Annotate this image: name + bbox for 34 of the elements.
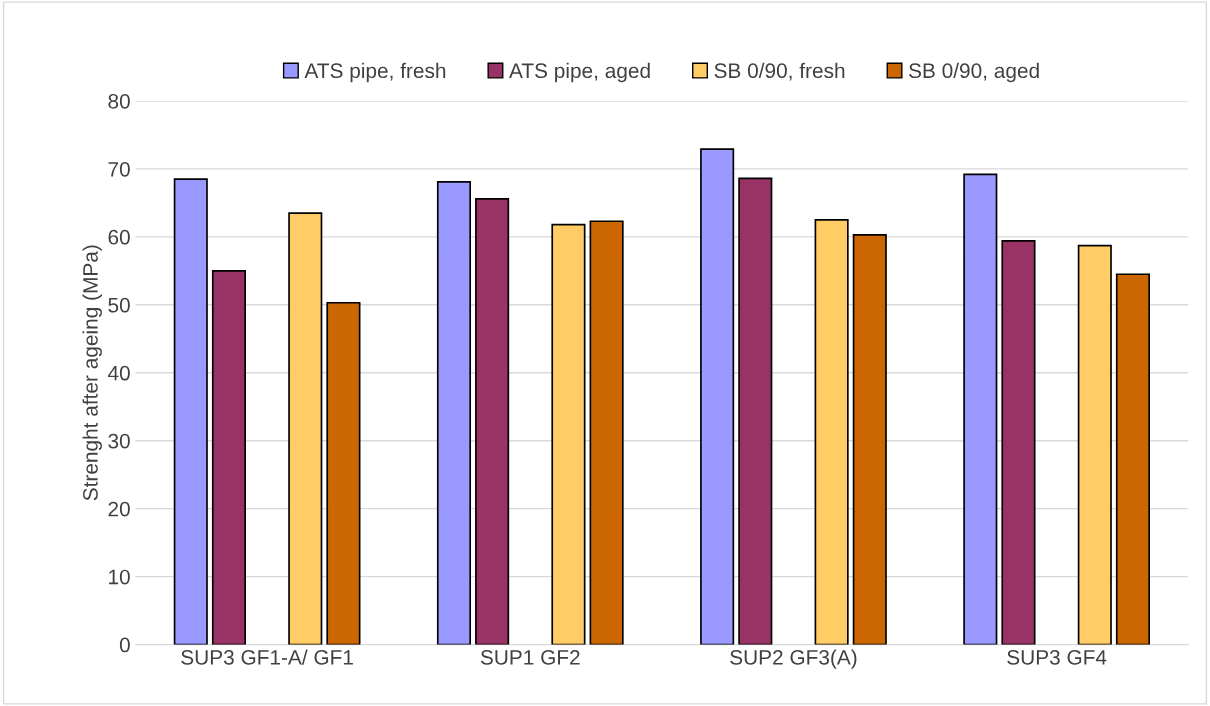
y-tick-label: 10 — [109, 569, 130, 585]
y-axis-title: Strenght after ageing (MPa) — [82, 245, 102, 501]
y-tick-label: 0 — [119, 637, 130, 653]
bar — [589, 220, 624, 645]
bar — [436, 180, 472, 645]
y-tick-label: 40 — [107, 365, 130, 381]
y-tick-label: 30 — [108, 433, 130, 449]
bar — [700, 148, 735, 645]
bar — [173, 178, 208, 645]
legend-label: SB 0/90, aged — [909, 62, 1039, 83]
legend-label: ATS pipe, fresh — [304, 62, 446, 83]
bar — [475, 197, 510, 645]
y-tick-label: 20 — [108, 501, 130, 517]
x-tick-label: SUP2 GF3(A) — [730, 649, 857, 669]
bar — [326, 301, 361, 645]
legend-label: ATS pipe, aged — [509, 62, 650, 83]
bar — [551, 223, 586, 645]
y-tick-label: 70 — [108, 161, 130, 177]
bar — [852, 233, 887, 645]
bar — [1001, 240, 1036, 645]
x-tick-label: SUP3 GF4 — [1007, 649, 1107, 665]
legend-label: SB 0/90, fresh — [714, 62, 845, 81]
x-tick-label: SUP3 GF1-A/ GF1 — [181, 649, 353, 665]
bar — [211, 270, 247, 645]
y-tick-label: 50 — [108, 297, 130, 313]
x-tick-label: SUP1 GF2 — [480, 649, 580, 665]
y-tick-label: 60 — [108, 229, 130, 245]
y-tick-label: 80 — [108, 93, 130, 109]
bar — [738, 177, 773, 645]
bar — [963, 173, 998, 645]
bar — [288, 212, 323, 645]
bar — [1115, 273, 1151, 645]
bar — [814, 219, 849, 645]
bar — [1077, 244, 1112, 645]
